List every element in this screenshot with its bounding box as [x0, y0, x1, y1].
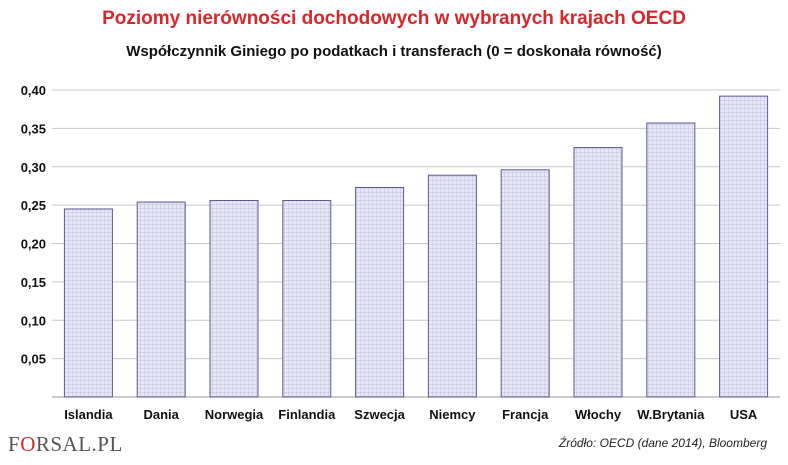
chart-subtitle: Współczynnik Giniego po podatkach i tran…	[126, 43, 662, 60]
bar-finlandia	[282, 200, 332, 398]
x-tick-label: Norwegia	[205, 407, 264, 422]
bar-dania	[136, 201, 186, 398]
y-tick-label: 0,20	[21, 237, 46, 252]
x-tick-label: W.Brytania	[637, 407, 705, 422]
bar-norwegia	[209, 200, 259, 398]
bar-francja	[500, 169, 550, 398]
source-note: Źródło: OECD (dane 2014), Bloomberg	[558, 436, 767, 450]
x-tick-label: Finlandia	[278, 407, 336, 422]
chart-title: Poziomy nierówności dochodowych w wybran…	[102, 8, 686, 29]
x-tick-label: USA	[730, 407, 758, 422]
y-tick-label: 0,40	[21, 83, 46, 98]
y-tick-label: 0,10	[21, 313, 46, 328]
y-tick-label: 0,05	[21, 352, 46, 367]
x-tick-label: Dania	[143, 407, 179, 422]
forsal-logo: FORSAL.PL	[8, 432, 123, 456]
x-tick-label: Szwecja	[354, 407, 405, 422]
x-tick-label: Niemcy	[429, 407, 476, 422]
bar-szwecja	[355, 186, 405, 398]
y-tick-label: 0,15	[21, 275, 46, 290]
y-tick-label: 0,35	[21, 121, 46, 136]
y-tick-label: 0,25	[21, 198, 46, 213]
y-tick-label: 0,30	[21, 160, 46, 175]
bar-w-ochy	[573, 147, 623, 398]
x-tick-label: Włochy	[575, 407, 622, 422]
x-tick-label: Islandia	[64, 407, 113, 422]
bar-niemcy	[427, 174, 477, 398]
axis-labels: 0,05 0,10 0,15 0,20 0,25 0,30 0,35 0,40 Islandia…	[21, 83, 758, 422]
bars	[63, 95, 769, 398]
bar-usa	[719, 95, 769, 398]
bar-islandia	[63, 208, 113, 398]
x-tick-label: Francja	[502, 407, 549, 422]
bar-w-brytania	[646, 122, 696, 398]
